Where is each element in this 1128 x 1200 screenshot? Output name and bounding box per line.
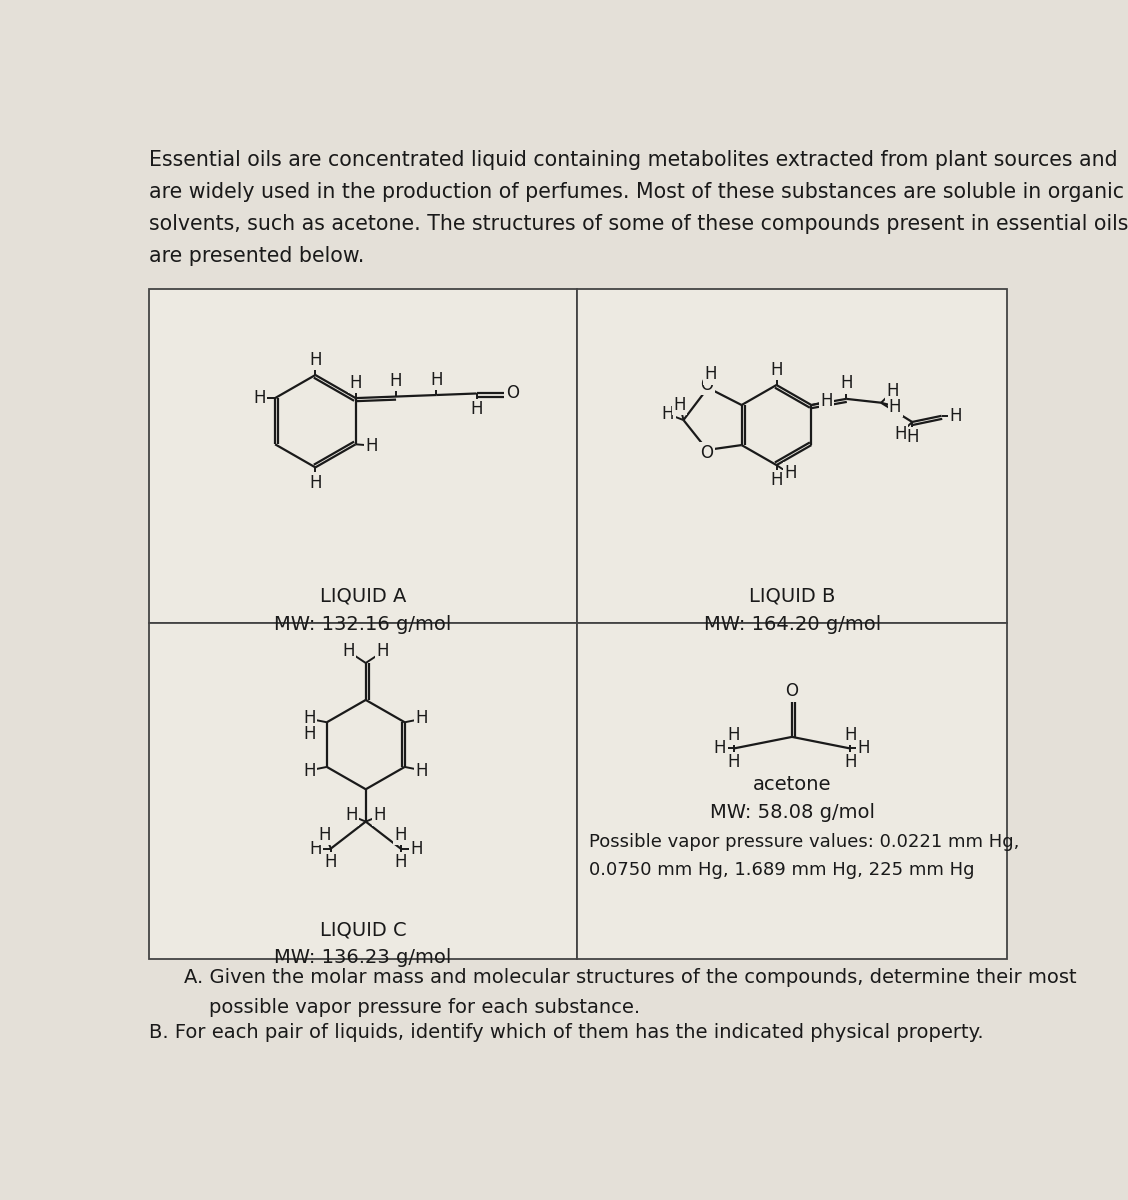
Text: O: O (700, 376, 713, 394)
Text: H: H (430, 371, 442, 389)
Text: A. Given the molar mass and molecular structures of the compounds, determine the: A. Given the molar mass and molecular st… (184, 968, 1076, 1018)
Text: Possible vapor pressure values: 0.0221 mm Hg,
0.0750 mm Hg, 1.689 mm Hg, 225 mm : Possible vapor pressure values: 0.0221 m… (589, 833, 1020, 878)
Text: H: H (728, 754, 740, 772)
Text: H: H (714, 739, 726, 757)
Text: H: H (770, 472, 783, 490)
Text: O: O (785, 682, 799, 700)
Text: LIQUID A
MW: 132.16 g/mol: LIQUID A MW: 132.16 g/mol (274, 587, 451, 634)
Text: H: H (728, 726, 740, 744)
Text: H: H (784, 463, 796, 481)
Text: H: H (318, 826, 331, 844)
Text: H: H (887, 382, 899, 400)
Text: O: O (506, 384, 520, 402)
Text: H: H (395, 826, 407, 844)
Text: H: H (844, 726, 856, 744)
Text: H: H (409, 840, 422, 858)
Text: H: H (662, 404, 675, 422)
Text: H: H (309, 840, 321, 858)
Text: H: H (364, 437, 378, 455)
Bar (149, 623, 578, 959)
Bar (578, 289, 1007, 623)
Text: H: H (770, 361, 783, 379)
Text: B. For each pair of liquids, identify which of them has the indicated physical p: B. For each pair of liquids, identify wh… (149, 1024, 984, 1043)
Text: Essential oils are concentrated liquid containing metabolites extracted from pla: Essential oils are concentrated liquid c… (149, 150, 1128, 266)
Text: H: H (821, 392, 834, 410)
Text: H: H (840, 374, 853, 392)
Text: H: H (377, 642, 389, 660)
Text: H: H (889, 397, 901, 415)
Text: H: H (343, 642, 355, 660)
Text: H: H (303, 725, 316, 743)
Text: H: H (254, 389, 266, 407)
Text: H: H (345, 806, 358, 824)
Text: H: H (373, 806, 386, 824)
Text: H: H (857, 739, 871, 757)
Text: H: H (673, 396, 686, 414)
Text: O: O (700, 444, 713, 462)
Text: H: H (309, 474, 321, 492)
Text: H: H (844, 754, 856, 772)
Text: H: H (350, 373, 362, 391)
Text: H: H (303, 762, 316, 780)
Text: H: H (395, 853, 407, 871)
Text: H: H (309, 350, 321, 368)
Text: LIQUID C
MW: 136.23 g/mol: LIQUID C MW: 136.23 g/mol (274, 920, 451, 967)
Text: H: H (325, 853, 337, 871)
Text: H: H (415, 762, 428, 780)
Text: LIQUID B
MW: 164.20 g/mol: LIQUID B MW: 164.20 g/mol (704, 587, 881, 634)
Text: H: H (895, 425, 907, 443)
Text: H: H (704, 365, 717, 383)
Text: H: H (389, 372, 403, 390)
Text: H: H (415, 709, 428, 727)
Text: H: H (470, 400, 483, 418)
Bar (149, 289, 578, 623)
Text: H: H (906, 428, 918, 446)
Bar (578, 623, 1007, 959)
Text: H: H (950, 407, 962, 425)
Text: H: H (303, 709, 316, 727)
Text: acetone
MW: 58.08 g/mol: acetone MW: 58.08 g/mol (710, 775, 875, 822)
